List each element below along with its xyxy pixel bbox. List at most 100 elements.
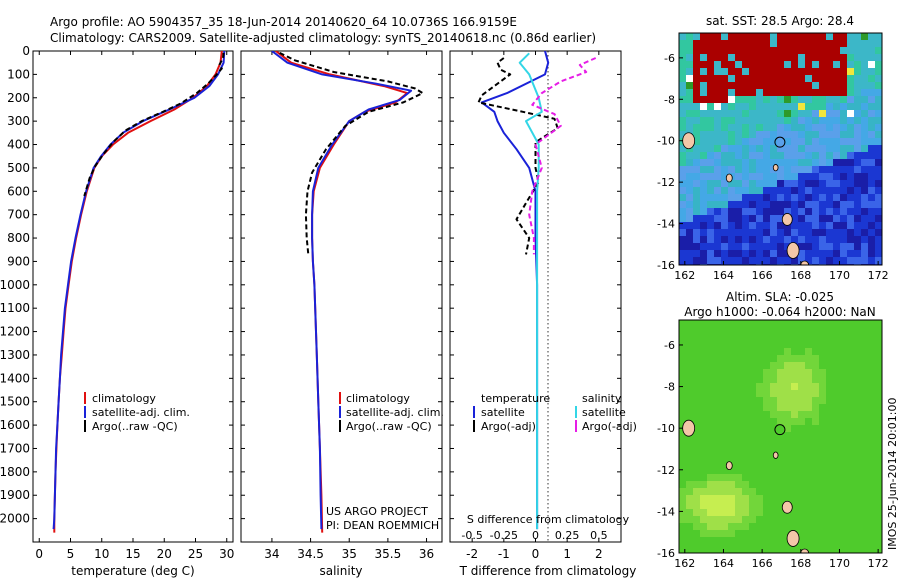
map-cell (840, 145, 847, 152)
map-cell (791, 166, 798, 173)
map-cell (805, 40, 812, 47)
legend-label-s-satellite: satellite (582, 406, 626, 419)
map-cell (819, 376, 826, 383)
header-line-1: Argo profile: AO 5904357_35 18-Jun-2014 … (50, 15, 517, 29)
map-cell (840, 362, 847, 369)
map-cell (854, 187, 861, 194)
map-cell (833, 509, 840, 516)
map-cell (791, 509, 798, 516)
map-cell (875, 117, 882, 124)
map-cell (679, 208, 686, 215)
map-cell (693, 187, 700, 194)
map-cell (700, 383, 707, 390)
map-cell (819, 432, 826, 439)
map-cell (791, 222, 798, 229)
map-cell (798, 89, 805, 96)
map-cell (833, 537, 840, 544)
map-cell (777, 166, 784, 173)
s-difference-label: S difference from climatology (467, 513, 630, 526)
map-cell (714, 362, 721, 369)
map-cell (756, 54, 763, 61)
map-cell (798, 341, 805, 348)
map-cell (693, 523, 700, 530)
map-cell (847, 257, 854, 264)
map-cell (742, 201, 749, 208)
map-cell (707, 103, 714, 110)
map-cell (777, 75, 784, 82)
map-cell (861, 159, 868, 166)
map-cell (805, 257, 812, 264)
map-cell (805, 334, 812, 341)
map-cell (721, 257, 728, 264)
map-cell (875, 96, 882, 103)
map-cell (847, 544, 854, 551)
map-cell (679, 173, 686, 180)
map-cell (784, 47, 791, 54)
map-cell (756, 446, 763, 453)
map-cell (763, 551, 770, 553)
map-cell (777, 173, 784, 180)
map-cell (777, 537, 784, 544)
map-cell (791, 551, 798, 553)
map-cell (805, 320, 812, 327)
map-cell (861, 544, 868, 551)
map-cell (826, 131, 833, 138)
map-cell (700, 495, 707, 502)
map-cell (777, 523, 784, 530)
map-cell (798, 68, 805, 75)
map-cell (686, 467, 693, 474)
map-cell (728, 89, 735, 96)
map-cell (686, 509, 693, 516)
map-cell (826, 544, 833, 551)
map-cell (700, 453, 707, 460)
depth-tick-label: 400 (7, 138, 30, 152)
map-cell (735, 411, 742, 418)
map-cell (707, 187, 714, 194)
map-cell (868, 404, 875, 411)
map-cell (735, 327, 742, 334)
map-cell (749, 425, 756, 432)
map-cell (770, 173, 777, 180)
map-cell (791, 138, 798, 145)
map-cell (714, 432, 721, 439)
map-cell (721, 481, 728, 488)
map-cell (805, 229, 812, 236)
map-cell (819, 516, 826, 523)
map-cell (707, 502, 714, 509)
map-cell (707, 208, 714, 215)
map-cell (833, 208, 840, 215)
map-cell (868, 187, 875, 194)
map-cell (763, 509, 770, 516)
map-cell (728, 509, 735, 516)
depth-tick-label: 800 (7, 231, 30, 245)
map-cell (833, 411, 840, 418)
map-cell (756, 40, 763, 47)
map-cell (875, 502, 882, 509)
map-cell (728, 551, 735, 553)
depth-tick-label: 1100 (0, 301, 30, 315)
map-cell (728, 362, 735, 369)
map-cell (770, 243, 777, 250)
map-cell (714, 96, 721, 103)
map-cell (756, 243, 763, 250)
map-cell (854, 82, 861, 89)
map-cell (819, 334, 826, 341)
map-cell (826, 215, 833, 222)
map-cell (840, 502, 847, 509)
map-cell (791, 334, 798, 341)
map-cell (840, 446, 847, 453)
map-cell (721, 131, 728, 138)
map-cell (826, 201, 833, 208)
map-cell (742, 411, 749, 418)
map-cell (700, 481, 707, 488)
map-cell (840, 47, 847, 54)
map-cell (847, 173, 854, 180)
map-cell (763, 54, 770, 61)
map-cell (805, 460, 812, 467)
map-cell (833, 54, 840, 61)
map-cell (679, 446, 686, 453)
map-cell (707, 530, 714, 537)
map-cell (798, 537, 805, 544)
map-cell (686, 110, 693, 117)
map-cell (742, 320, 749, 327)
